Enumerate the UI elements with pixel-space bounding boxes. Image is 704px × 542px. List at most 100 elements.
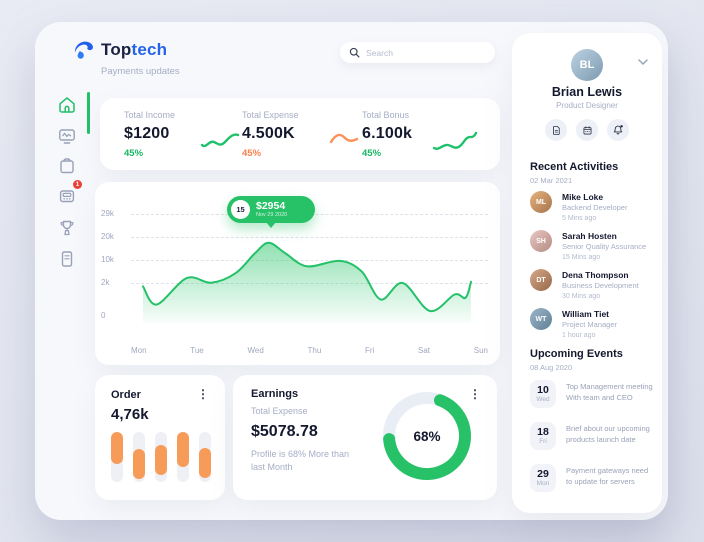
order-bar (111, 432, 123, 482)
earnings-menu-button[interactable]: ⋮ (469, 387, 481, 401)
earnings-value: $5078.78 (251, 423, 318, 440)
order-bar-chart (111, 432, 211, 482)
event-description: Top Management meeting With team and CEO (566, 382, 653, 402)
activity-item[interactable]: WT William Tiet Project Manager 1 hour a… (530, 308, 652, 344)
event-item[interactable]: 29 Mon Payment gateways need to update fo… (530, 464, 654, 494)
event-date-chip: 10 Wed (530, 380, 556, 408)
y-axis-tick: 10k (101, 255, 114, 264)
order-bar (133, 432, 145, 482)
clipboard-icon (60, 158, 74, 174)
file-icon (552, 125, 560, 135)
event-date-chip: 29 Mon (530, 464, 556, 492)
recent-activities-date: 02 Mar 2021 (530, 176, 573, 185)
earnings-subtitle: Total Expense (251, 406, 308, 416)
calendar-button[interactable] (576, 119, 598, 141)
activity-item[interactable]: ML Mike Loke Backend Developer 5 Mins ag… (530, 191, 652, 227)
avatar: SH (530, 230, 552, 252)
gridline (131, 237, 488, 238)
order-card: Order ⋮ 4,76k (95, 375, 225, 500)
order-value: 4,76k (111, 406, 149, 423)
profile-role: Product Designer (556, 101, 618, 110)
x-axis-tick: Mon (131, 346, 147, 355)
event-description: Payment gateways need to update for serve… (566, 466, 649, 486)
x-axis-labels: Mon Tue Wed Thu Fri Sat Sun (131, 346, 488, 355)
sidebar-item-payments[interactable]: 1 (56, 180, 82, 207)
avatar: WT (530, 308, 552, 330)
sidebar-item-reports[interactable] (56, 248, 78, 270)
order-title: Order (111, 389, 141, 401)
documents-button[interactable] (545, 119, 567, 141)
brand-name: Toptech (101, 40, 168, 59)
x-axis-tick: Sat (418, 346, 431, 355)
profile-menu-chevron[interactable] (638, 53, 648, 71)
income-sparkline-icon (200, 133, 240, 148)
order-menu-button[interactable]: ⋮ (197, 387, 209, 401)
recent-activities-title: Recent Activities (530, 161, 619, 173)
earnings-card: Earnings ⋮ Total Expense $5078.78 Profil… (233, 375, 497, 500)
profile-name: Brian Lewis (551, 85, 623, 99)
sidebar-item-achievements[interactable] (56, 217, 78, 239)
y-axis-tick: 20k (101, 232, 114, 241)
order-bar (155, 432, 167, 482)
quick-actions (512, 119, 662, 141)
x-axis-tick: Thu (307, 346, 322, 355)
chevron-down-icon (638, 59, 648, 66)
stats-summary-card: Total Income $1200 45% Total Expense 4.5… (100, 98, 500, 170)
avatar: BL (571, 49, 603, 81)
page-subtitle: Payments updates (101, 66, 180, 77)
donut-percent-label: 68% (413, 428, 441, 444)
upcoming-events-title: Upcoming Events (530, 348, 623, 360)
avatar: DT (530, 269, 552, 291)
activity-item[interactable]: DT Dena Thompson Business Development 30… (530, 269, 652, 305)
search-bar[interactable] (340, 42, 495, 63)
stat-total-expense: Total Expense 4.500K 45% (242, 110, 362, 160)
search-input[interactable] (366, 47, 486, 58)
activity-item[interactable]: SH Sarah Hosten Senior Quality Assurance… (530, 230, 652, 266)
earnings-title: Earnings (251, 388, 299, 400)
tooltip-date: Nov 29 2020 (256, 212, 288, 218)
y-axis-tick: 0 (101, 311, 106, 320)
area-chart (142, 241, 472, 323)
earnings-note: Profile is 68% More than last Month (251, 449, 350, 472)
profile-panel: BL Brian Lewis Product Designer (512, 33, 662, 513)
calendar-icon (583, 125, 591, 134)
chart-tooltip: 15 $2954 Nov 29 2020 (227, 196, 315, 228)
x-axis-tick: Sun (473, 346, 488, 355)
y-axis-tick: 29k (101, 209, 114, 218)
event-date-chip: 18 Fri (530, 422, 556, 450)
sidebar-item-analytics[interactable] (56, 125, 78, 147)
x-axis-tick: Fri (364, 346, 375, 355)
earnings-donut-chart: 68% (379, 388, 475, 484)
trophy-icon (60, 220, 74, 236)
order-bar (177, 432, 189, 482)
notification-badge: 1 (73, 180, 82, 189)
stat-total-income: Total Income $1200 45% (124, 110, 242, 160)
x-axis-tick: Tue (190, 346, 204, 355)
x-axis-tick: Wed (247, 346, 264, 355)
search-icon (349, 47, 360, 58)
stat-total-bonus: Total Bonus 6.100k 45% (362, 110, 480, 160)
notifications-button[interactable] (607, 119, 629, 141)
bell-icon (613, 125, 623, 135)
event-item[interactable]: 18 Fri Brief about our upcoming products … (530, 422, 654, 452)
event-item[interactable]: 10 Wed Top Management meeting With team a… (530, 380, 654, 410)
sidebar-item-home[interactable] (56, 94, 78, 116)
sidebar-item-orders[interactable] (56, 155, 78, 177)
expense-sparkline-icon (329, 133, 359, 144)
avatar: ML (530, 191, 552, 213)
order-bar (199, 432, 211, 482)
notebook-icon (61, 251, 73, 267)
y-axis-tick: 2k (101, 278, 110, 287)
toptech-logo-icon (74, 41, 93, 59)
upcoming-events-date: 08 Aug 2020 (530, 363, 573, 372)
event-description: Brief about our upcoming products launch … (566, 424, 650, 444)
monitor-icon (59, 129, 75, 144)
app-panel: Toptech Payments updates (35, 22, 668, 520)
tooltip-day-badge: 15 (231, 200, 250, 219)
bonus-sparkline-icon (432, 131, 478, 150)
tooltip-value: $2954 (256, 200, 286, 212)
sidebar-active-indicator (87, 92, 90, 134)
brand-logo: Toptech (71, 38, 167, 62)
gridline (131, 260, 488, 261)
